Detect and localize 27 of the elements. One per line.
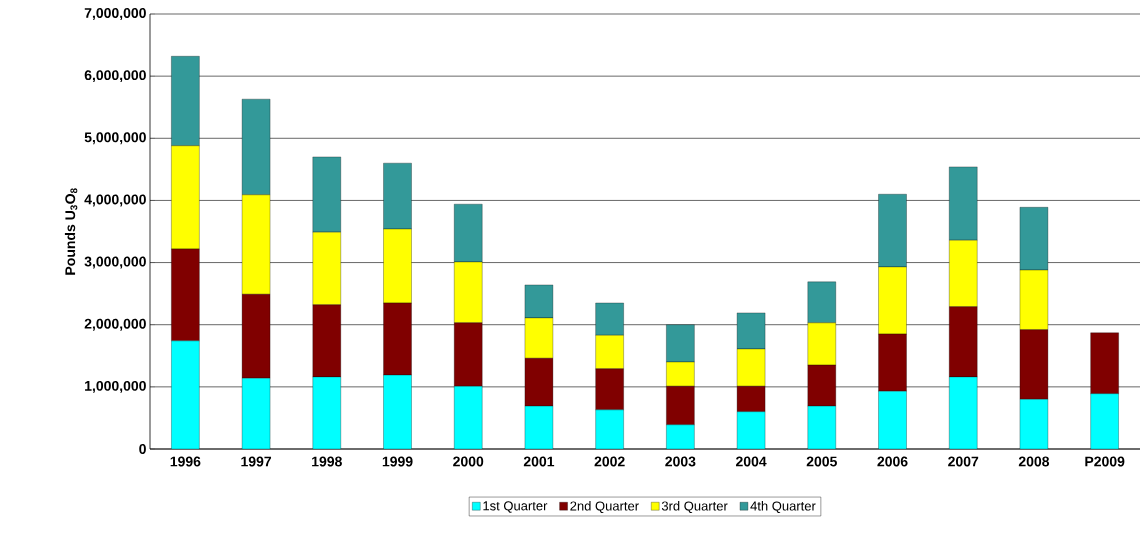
x-tick-label: 1999 xyxy=(382,456,413,467)
x-tick-label: 2002 xyxy=(594,456,625,467)
y-axis-title: Pounds U$_{3}$O$_{8}$ xyxy=(64,188,78,275)
y-tick-label: 0 xyxy=(139,444,146,454)
legend-label: 2nd Quarter xyxy=(570,501,639,513)
y-tick-label: 5,000,000 xyxy=(84,132,146,145)
x-tick-label: 2006 xyxy=(877,456,908,467)
x-tick-label: 2008 xyxy=(1018,456,1050,467)
legend-label: 1st Quarter xyxy=(483,501,548,513)
x-tick-label: 2004 xyxy=(735,456,767,467)
x-tick-label: 2005 xyxy=(806,456,837,467)
y-tick-label: 4,000,000 xyxy=(84,194,146,207)
y-tick-label: 1,000,000 xyxy=(85,380,146,393)
x-tick-label: 2003 xyxy=(665,456,696,467)
x-tick-label: 1997 xyxy=(241,456,272,467)
y-tick-label: 7,000,000 xyxy=(84,8,146,20)
legend-label: 3rd Quarter xyxy=(661,501,728,513)
x-tick-label: 1996 xyxy=(170,456,201,467)
x-tick-label: 2001 xyxy=(523,456,555,467)
legend-label: 4th Quarter xyxy=(750,501,816,513)
x-tick-label: 2000 xyxy=(453,456,484,467)
x-tick-label: 1998 xyxy=(312,456,342,467)
x-tick-label: P2009 xyxy=(1085,456,1125,467)
y-tick-label: 6,000,000 xyxy=(84,70,146,83)
y-tick-label: 3,000,000 xyxy=(84,256,146,269)
x-tick-label: 2007 xyxy=(948,456,979,467)
y-tick-label: 2,000,000 xyxy=(84,318,146,331)
